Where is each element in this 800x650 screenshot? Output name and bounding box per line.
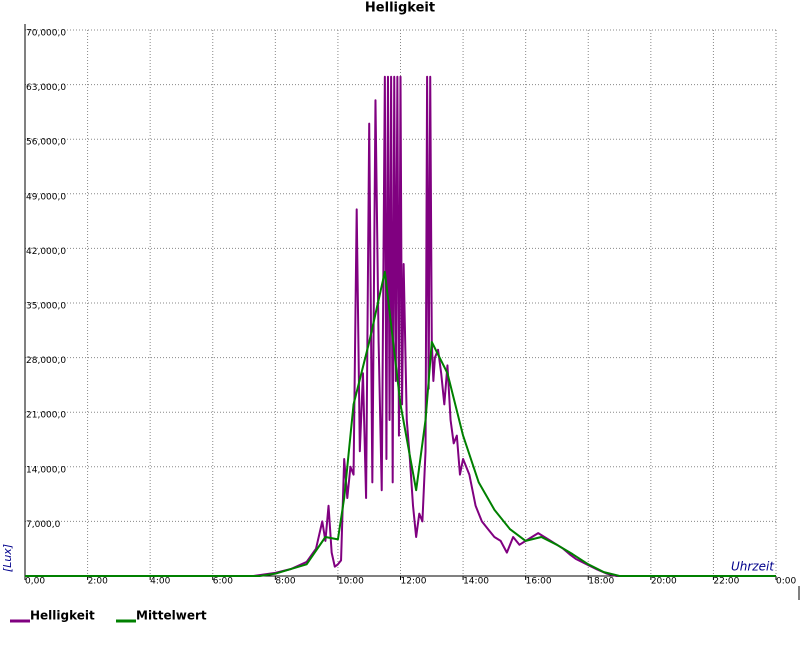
x-tick-label: 12:00 — [401, 577, 427, 587]
y-tick-label: 21,000,0 — [26, 411, 66, 421]
x-tick-label: 0,00 — [25, 577, 45, 587]
x-tick-label: 18:00 — [588, 577, 614, 587]
y-tick-label: 63,000,0 — [26, 83, 66, 93]
x-tick-label: 10:00 — [338, 577, 364, 587]
y-tick-label: 7,000,0 — [26, 520, 61, 530]
x-tick-label: 8:00 — [275, 577, 295, 587]
x-tick-label: 16:00 — [526, 577, 552, 587]
y-tick-label: 49,000,0 — [26, 192, 66, 202]
x-tick-label: 0:00 — [776, 577, 796, 587]
y-axis-label: [Lux] — [1, 544, 14, 572]
series-line — [25, 270, 776, 577]
x-tick-label: 6:00 — [213, 577, 233, 587]
x-tick-label: 20:00 — [651, 577, 677, 587]
y-tick-label: 35,000,0 — [26, 302, 66, 312]
y-tick-label: 42,000,0 — [26, 247, 66, 257]
y-tick-label: 56,000,0 — [26, 138, 66, 148]
chart-title: Helligkeit — [365, 1, 435, 16]
y-tick-label: 28,000,0 — [26, 356, 66, 366]
x-tick-label: 4:00 — [150, 577, 170, 587]
x-tick-label: 22:00 — [713, 577, 739, 587]
legend-label: Helligkeit — [30, 609, 95, 623]
legend-label: Mittelwert — [136, 609, 207, 623]
x-tick-label: 14:00 — [463, 577, 489, 587]
x-tick-label: 2:00 — [88, 577, 108, 587]
y-tick-label: 70,000,0 — [26, 29, 66, 39]
x-axis-label: Uhrzeit — [731, 560, 775, 574]
y-tick-label: 14,000,0 — [26, 465, 66, 475]
